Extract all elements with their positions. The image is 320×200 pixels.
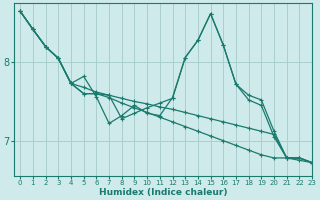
- X-axis label: Humidex (Indice chaleur): Humidex (Indice chaleur): [99, 188, 227, 197]
